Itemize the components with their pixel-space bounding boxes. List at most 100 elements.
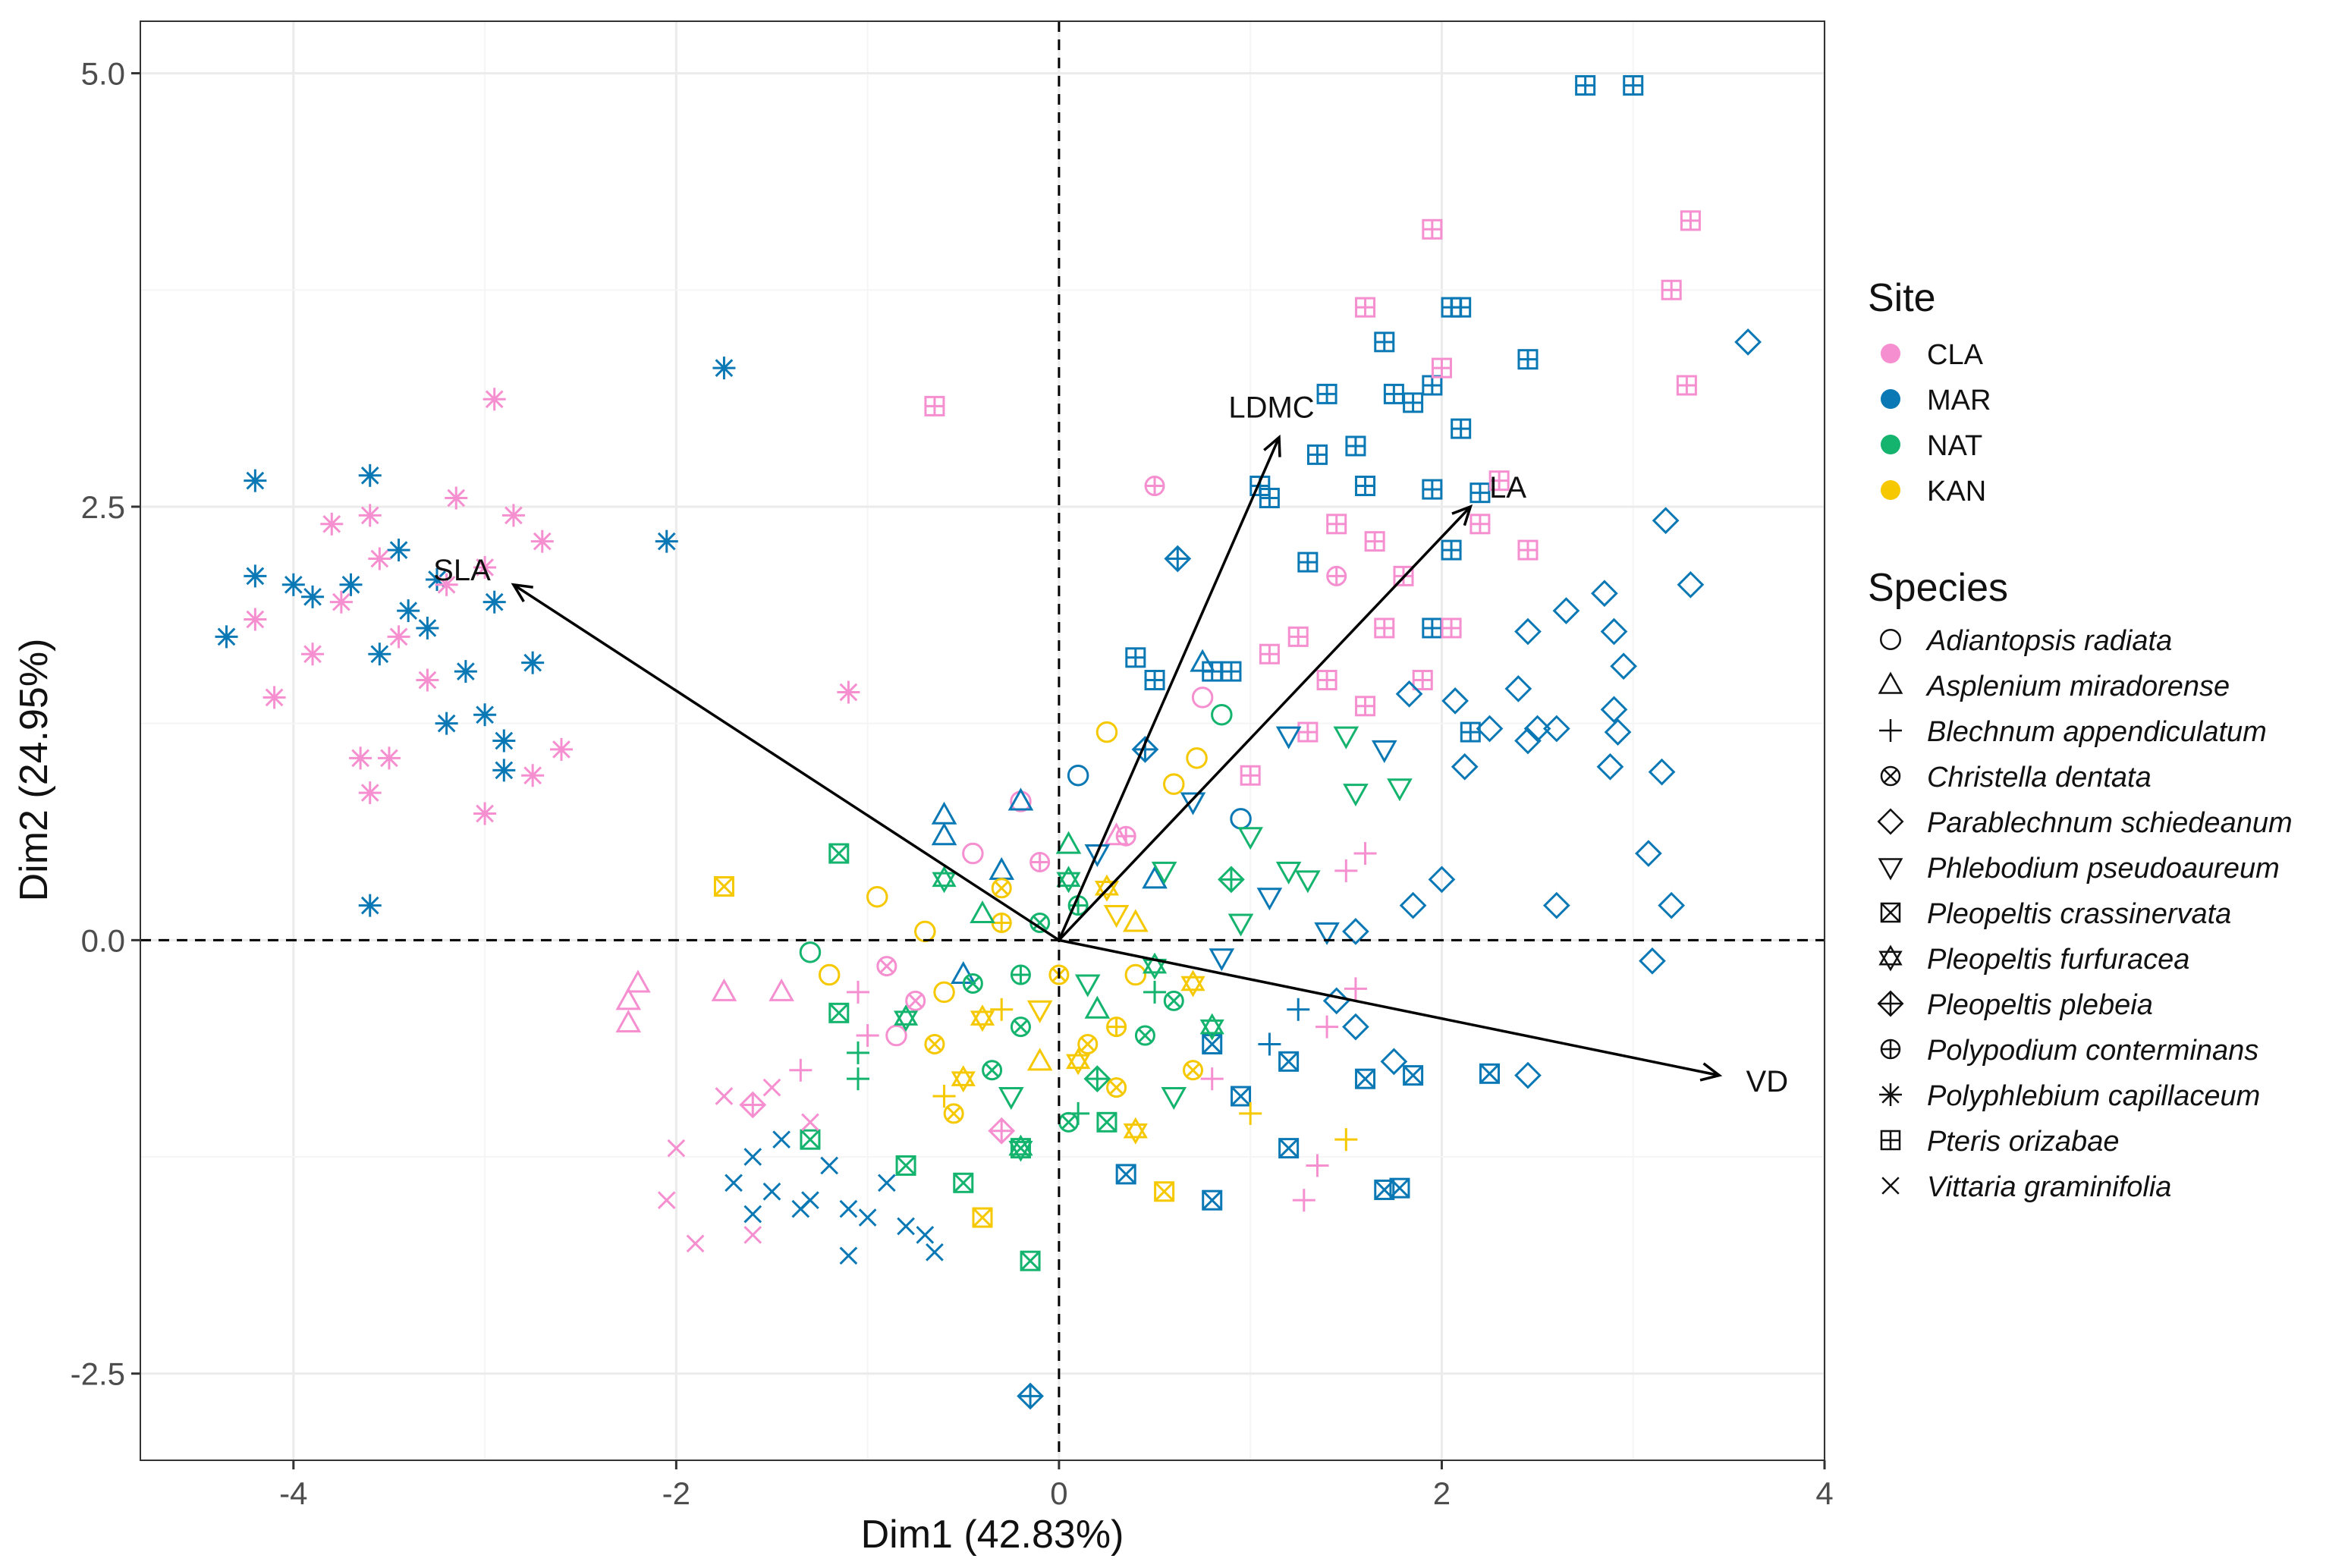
data-point-asterisk [301,585,325,608]
data-point-diamond [1523,715,1551,743]
data-point-circle [1067,764,1089,787]
legend-site-label: MAR [1927,385,1991,416]
data-point-diamond [1652,507,1680,535]
data-point-diamond [1591,580,1618,608]
data-point-asterisk [387,625,410,649]
data-point-diamond [1635,840,1662,867]
legend-species-key-diamond-plus [1877,990,1904,1017]
data-point-plus [1353,842,1377,866]
legend-site-key [1881,389,1900,409]
data-point-circle-x [1106,1077,1127,1098]
data-point-asterisk [482,388,506,411]
data-point-triangle-down [998,1087,1024,1111]
data-point-asterisk [368,547,391,570]
data-point-diamond [1600,617,1628,646]
vector-label-ldmc: LDMC [1228,391,1314,425]
data-point-square-plus [1355,476,1376,497]
data-point-circle [962,842,984,865]
data-point-triangle-down [1314,922,1340,945]
data-point-star-of-david [1123,1117,1148,1145]
legend-species-key-plus [1879,719,1902,742]
vector-arrowhead [1699,1062,1723,1082]
data-point-asterisk [262,686,286,709]
data-point-asterisk [837,680,860,704]
vector-label-la: LA [1489,471,1526,504]
data-point-diamond-plus [1164,545,1192,573]
data-point-diamond [1428,866,1456,894]
data-point-diamond [1542,891,1570,919]
legend-species-label: Pleopeltis plebeia [1927,989,2153,1021]
data-point-square-plus [1240,765,1261,786]
data-point-diamond [1734,328,1762,356]
x-tick-label: -4 [279,1475,307,1511]
data-point-triangle-down [1151,861,1177,885]
data-point-circle-x [1183,1060,1203,1081]
data-point-triangle-down [1333,726,1359,749]
data-point-cross [801,1113,819,1132]
data-point-square-plus [1326,514,1347,535]
legend-species-key-circle-x [1880,765,1901,787]
legend-species-label: Pteris orizabae [1927,1126,2119,1158]
data-point-circle [1211,703,1233,726]
data-point-plus [990,998,1014,1021]
data-point-square-x [1231,1086,1252,1107]
y-tick-label: 5.0 [81,56,125,92]
data-point-plus [856,1024,879,1048]
data-point-square-plus [1431,357,1452,379]
data-point-circle-plus [1106,1017,1127,1038]
data-point-circle [866,885,888,908]
data-point-plus [1344,977,1367,1001]
data-point-triangle-down [1227,913,1254,937]
data-point-square-x [1202,1033,1223,1054]
data-point-circle [933,981,955,1004]
data-point-circle [885,1024,907,1047]
data-point-star-of-david [893,1004,919,1032]
data-point-asterisk [358,504,382,527]
vector-label-sla: SLA [433,554,491,587]
data-point-plus [1334,1128,1358,1152]
data-point-plus [1200,1067,1224,1091]
data-point-cross [878,1174,896,1192]
x-tick-label: 4 [1815,1475,1833,1511]
data-point-asterisk [416,616,439,639]
y-tick-label: -2.5 [71,1356,125,1392]
legend-species-key-triangle-down [1878,858,1903,881]
vector-arrow-ldmc [1058,436,1281,941]
legend-species-label: Blechnum appendiculatum [1927,716,2267,748]
data-point-square-plus [1355,297,1376,318]
data-point-plus [1306,1154,1329,1177]
x-axis-title: Dim1 (42.83%) [861,1513,1124,1557]
data-point-plus [1258,1032,1281,1056]
data-point-square-x [1389,1177,1410,1199]
data-point-circle-x [924,1033,945,1054]
data-point-square-plus [1287,626,1309,647]
data-point-triangle-up [615,987,642,1010]
data-point-diamond [1399,891,1427,919]
data-point-triangle-up [711,978,737,1001]
data-point-diamond-plus [988,1117,1016,1145]
data-point-asterisk [368,643,391,666]
data-point-asterisk [501,504,525,527]
vector-arrowhead [511,583,533,602]
data-point-cross [897,1217,915,1236]
legend-species-key-circle-plus [1880,1039,1901,1060]
data-point-cross [791,1199,810,1218]
vector-arrowhead [1263,434,1281,457]
data-point-square-x [1278,1051,1300,1072]
data-point-asterisk [244,564,267,588]
data-point-asterisk [712,357,736,380]
data-point-square-plus [1345,435,1366,457]
data-point-triangle-down [1084,844,1111,868]
data-point-diamond [1658,891,1686,919]
data-point-triangle-down [1209,948,1235,972]
data-point-asterisk [215,625,238,649]
data-point-square-x [1020,1250,1041,1271]
data-point-triangle-up [769,978,794,1001]
data-point-cross [657,1191,676,1210]
data-point-triangle-up [1103,822,1130,846]
data-point-square-plus [1374,332,1395,353]
data-point-diamond [1380,1048,1408,1076]
data-point-diamond [1542,715,1570,743]
legend-species-label: Christella dentata [1927,762,2152,793]
data-point-star-of-david [1066,1048,1091,1076]
